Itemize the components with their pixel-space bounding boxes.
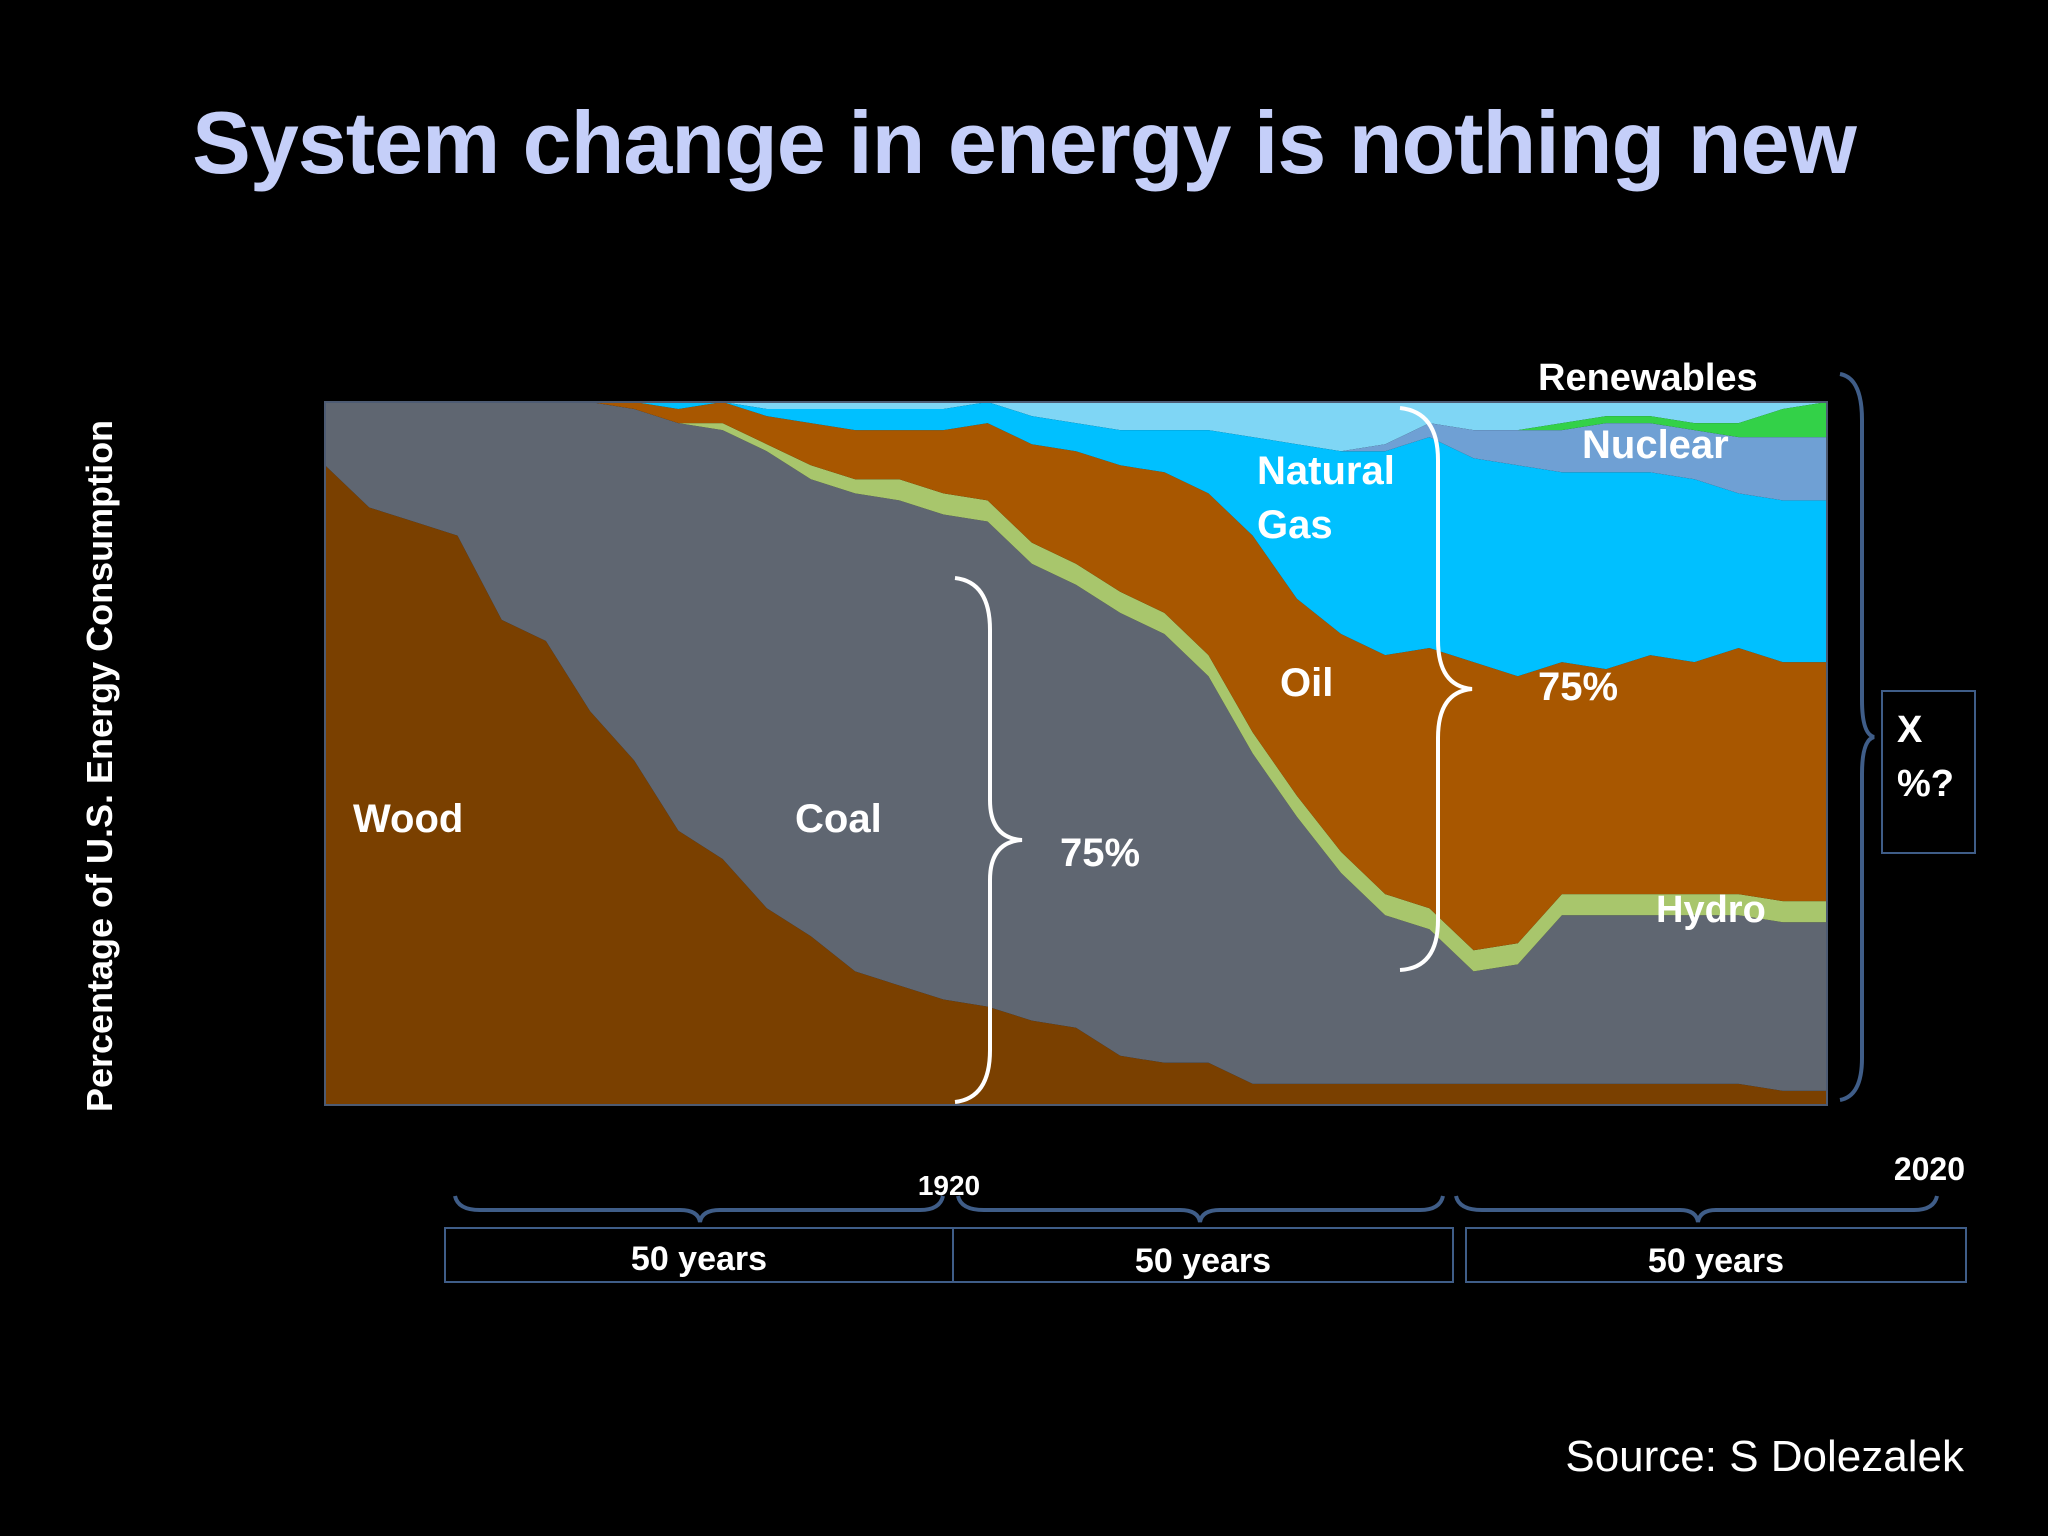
future-share-label-line1: X (1897, 709, 1923, 751)
tick-label-1920: 1920 (918, 1170, 980, 1201)
coal-brace (954, 576, 1023, 1104)
source-credit: Source: S Dolezalek (1565, 1432, 1964, 1481)
series-label-natural-gas-line1: Natural (1257, 449, 1395, 493)
series-label-renewables: Renewables (1538, 357, 1758, 399)
area-coal (325, 402, 1827, 1091)
series-label-nuclear: Nuclear (1582, 423, 1729, 467)
series-label-natural-gas-line2: Gas (1257, 503, 1333, 547)
tick-label-2020: 2020 (1894, 1151, 1965, 1187)
period-box-2 (952, 1227, 1454, 1283)
area-top-fill (325, 402, 1827, 452)
slide-title: System change in energy is nothing new (192, 93, 1857, 192)
period-brace-3 (1454, 1195, 1939, 1223)
future-brace (1839, 372, 1875, 1102)
series-label-hydro: Hydro (1656, 889, 1766, 931)
stacked-areas (325, 402, 1827, 1105)
coal-share-label: 75% (1060, 831, 1140, 875)
plot-frame (324, 401, 1828, 1106)
future-box (1881, 690, 1976, 854)
period-brace-1 (453, 1195, 945, 1223)
area-hydro (325, 402, 1827, 972)
area-nuclear (325, 402, 1827, 501)
period-label-3: 50 years (1648, 1242, 1784, 1280)
period-label-1: 50 years (631, 1240, 767, 1278)
period-box-3 (1465, 1227, 1967, 1283)
oil-gas-brace (1399, 406, 1473, 972)
period-brace-2 (956, 1195, 1445, 1223)
period-label-2: 50 years (1135, 1242, 1271, 1280)
area-oil (325, 402, 1827, 951)
series-label-oil: Oil (1280, 661, 1333, 705)
series-label-wood: Wood (353, 797, 463, 841)
future-share-label-line2: %? (1897, 763, 1954, 805)
area-natural-gas (325, 402, 1827, 677)
area-wood (325, 465, 1827, 1105)
series-label-coal: Coal (795, 797, 882, 841)
oil-gas-share-label: 75% (1538, 665, 1618, 709)
